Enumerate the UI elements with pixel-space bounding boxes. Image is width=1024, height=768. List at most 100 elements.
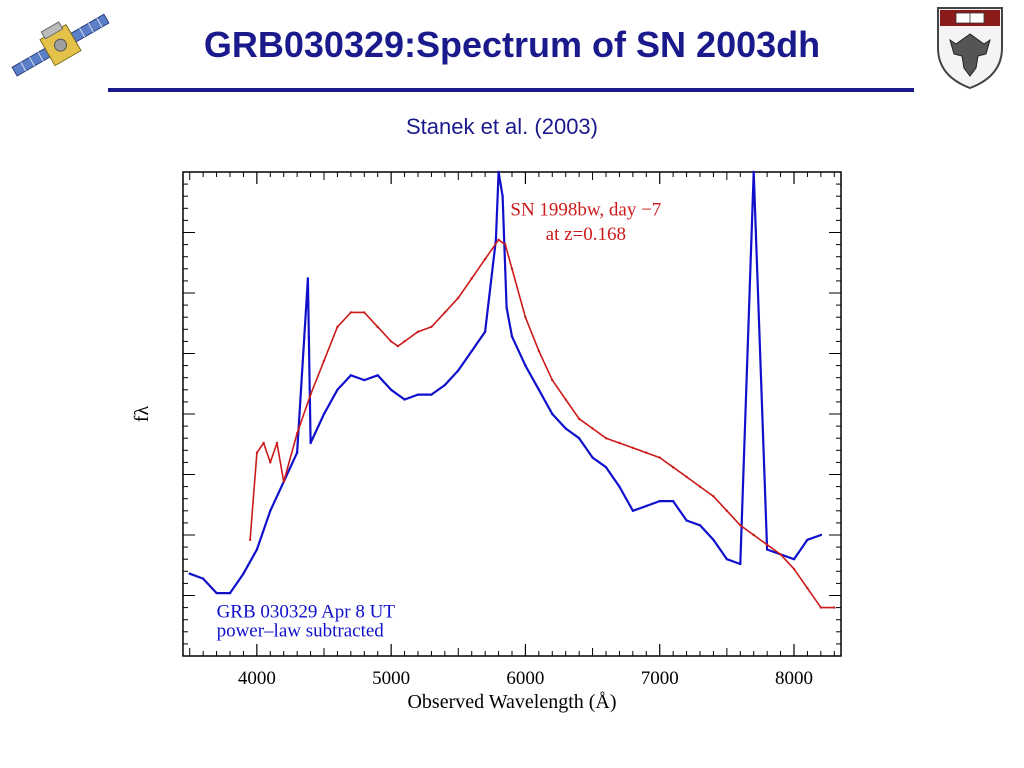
data-point	[671, 466, 675, 469]
data-point	[470, 349, 473, 353]
data-point	[537, 388, 541, 391]
data-point	[591, 456, 594, 459]
y-axis-label: fλ	[131, 406, 153, 423]
data-point	[658, 499, 661, 503]
data-point	[497, 238, 500, 241]
x-tick-label: 6000	[506, 668, 544, 689]
annotation-label: SN 1998bw, day −7	[510, 200, 661, 221]
data-point	[457, 296, 460, 299]
data-point	[483, 330, 487, 333]
x-ticks: 4000 5000 6000 7000 8000	[189, 172, 835, 689]
annotation-label: power–law subtracted	[217, 621, 385, 642]
x-tick-label: 7000	[641, 668, 679, 689]
data-point	[739, 524, 742, 527]
data-point	[658, 456, 661, 459]
data-point	[188, 572, 191, 575]
data-point	[363, 378, 366, 382]
data-point	[698, 524, 702, 527]
data-point	[725, 558, 729, 561]
data-point	[792, 558, 796, 561]
data-point	[833, 606, 836, 609]
data-point	[295, 451, 299, 454]
data-point	[215, 591, 218, 595]
data-point	[376, 325, 379, 329]
data-point	[564, 398, 567, 401]
annotations: SN 1998bw, day −7 at z=0.168 GRB 030329 Ap…	[217, 200, 662, 642]
data-point	[698, 485, 702, 488]
data-point	[282, 480, 285, 483]
data-point	[306, 277, 310, 280]
data-point	[501, 195, 504, 198]
data-point	[336, 325, 339, 329]
data-point	[510, 267, 514, 270]
data-point	[504, 243, 507, 246]
data-point	[551, 378, 554, 382]
x-tick-label: 4000	[238, 668, 276, 689]
data-point	[443, 383, 447, 387]
data-point	[505, 306, 508, 309]
data-point	[510, 335, 514, 338]
data-point	[416, 393, 420, 396]
x-tick-label: 8000	[775, 668, 813, 689]
plot-frame	[182, 171, 842, 657]
data-point	[604, 437, 608, 440]
series-group	[188, 170, 836, 609]
data-point	[739, 562, 742, 566]
data-point	[483, 257, 487, 261]
slide-subtitle: Stanek et al. (2003)	[405, 114, 598, 139]
data-point	[537, 349, 541, 353]
data-point	[685, 475, 688, 479]
data-point	[363, 311, 366, 314]
data-point	[470, 277, 473, 280]
data-point	[645, 451, 648, 454]
data-point	[819, 606, 823, 609]
data-point	[255, 451, 259, 454]
annotation-label: at z=0.168	[546, 224, 626, 245]
data-point	[604, 466, 608, 469]
data-point	[577, 417, 581, 420]
data-point	[752, 533, 755, 537]
data-point	[765, 543, 769, 546]
data-point	[396, 345, 400, 348]
data-point	[497, 170, 500, 174]
data-point	[524, 316, 527, 319]
data-point	[430, 393, 433, 396]
data-point	[201, 577, 205, 580]
title-rule	[108, 88, 914, 92]
slide-title: GRB030329:Spectrum of SN 2003dh	[203, 24, 821, 65]
data-point	[806, 587, 809, 590]
data-point	[712, 538, 715, 541]
data-point	[349, 311, 353, 314]
data-point	[228, 591, 232, 595]
data-point	[349, 374, 353, 377]
data-point	[322, 359, 326, 362]
data-point	[376, 374, 379, 377]
data-point	[631, 509, 635, 512]
data-point	[645, 504, 648, 508]
data-point	[416, 330, 420, 333]
data-point	[248, 538, 252, 541]
data-point	[242, 572, 245, 575]
data-point	[591, 427, 594, 430]
data-point	[685, 519, 688, 522]
y-ticks	[183, 171, 841, 657]
data-point	[262, 441, 265, 445]
data-point	[618, 441, 621, 445]
data-point	[403, 398, 406, 401]
data-point	[430, 325, 433, 329]
data-point	[765, 548, 769, 551]
data-point	[309, 441, 312, 445]
data-point	[443, 311, 447, 314]
data-point	[618, 485, 621, 488]
data-point	[712, 495, 715, 498]
x-axis-label: Observed Wavelength (Å)	[407, 691, 616, 713]
data-point	[806, 538, 809, 541]
data-point	[564, 427, 567, 430]
data-point	[819, 533, 823, 537]
data-point	[792, 567, 796, 571]
data-point	[494, 238, 498, 241]
data-point	[389, 340, 393, 343]
data-point	[309, 393, 312, 396]
data-point	[336, 388, 339, 391]
